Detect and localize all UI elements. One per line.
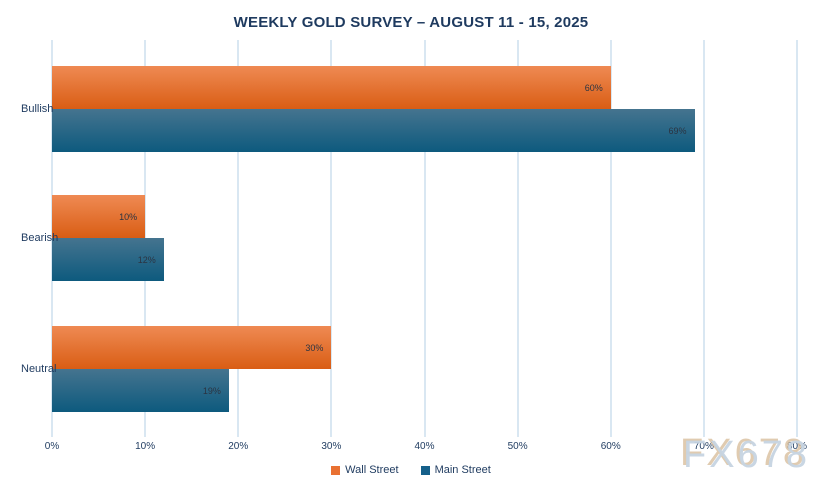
chart-title: WEEKLY GOLD SURVEY – AUGUST 11 - 15, 202… — [233, 14, 589, 31]
x-tick-label: 50% — [507, 441, 528, 452]
bar-value-label: 10% — [119, 211, 138, 222]
x-tick-label: 0% — [44, 441, 60, 452]
legend-item-wall-street: Wall Street — [331, 464, 399, 476]
gridline-40% — [423, 40, 426, 437]
bar-value-label: 12% — [137, 254, 156, 265]
wall-street-swatch-icon — [331, 465, 341, 475]
x-tick-label: 60% — [600, 441, 621, 452]
plot-area: 60% 69% 10% 12% 30% 19% — [51, 40, 798, 437]
bar-bullish-wall-street[interactable]: 60% — [52, 66, 611, 109]
category-label-bullish: Bullish — [21, 103, 54, 115]
gridline-50% — [516, 40, 519, 437]
bar-value-label: 69% — [668, 125, 687, 136]
category-label-neutral: Neutral — [21, 363, 57, 375]
bar-bearish-main-street[interactable]: 12% — [52, 238, 164, 281]
legend-label-wall-street: Wall Street — [345, 464, 399, 476]
bar-value-label: 30% — [305, 342, 324, 353]
category-label-bearish: Bearish — [21, 232, 59, 244]
x-tick-label: 10% — [135, 441, 156, 452]
bar-bearish-wall-street[interactable]: 10% — [52, 195, 146, 238]
gridline-30% — [330, 40, 333, 437]
bar-neutral-main-street[interactable]: 19% — [52, 369, 229, 412]
legend-item-main-street: Main Street — [420, 464, 491, 476]
x-tick-label: 30% — [321, 441, 342, 452]
bar-value-label: 19% — [202, 385, 221, 396]
x-tick-label: 20% — [228, 441, 249, 452]
main-street-swatch-icon — [420, 465, 430, 475]
bar-value-label: 60% — [584, 82, 603, 93]
gridline-70% — [702, 40, 705, 437]
legend-label-main-street: Main Street — [434, 464, 491, 476]
gridline-20% — [237, 40, 240, 437]
bar-neutral-wall-street[interactable]: 30% — [52, 326, 332, 369]
x-tick-label: 40% — [414, 441, 435, 452]
bar-bullish-main-street[interactable]: 69% — [52, 109, 695, 152]
gridline-60% — [609, 40, 612, 437]
legend: Wall Street Main Street — [0, 464, 822, 476]
x-tick-label: 80% — [786, 441, 807, 452]
x-tick-label: 70% — [693, 441, 714, 452]
gridline-80% — [796, 40, 798, 437]
